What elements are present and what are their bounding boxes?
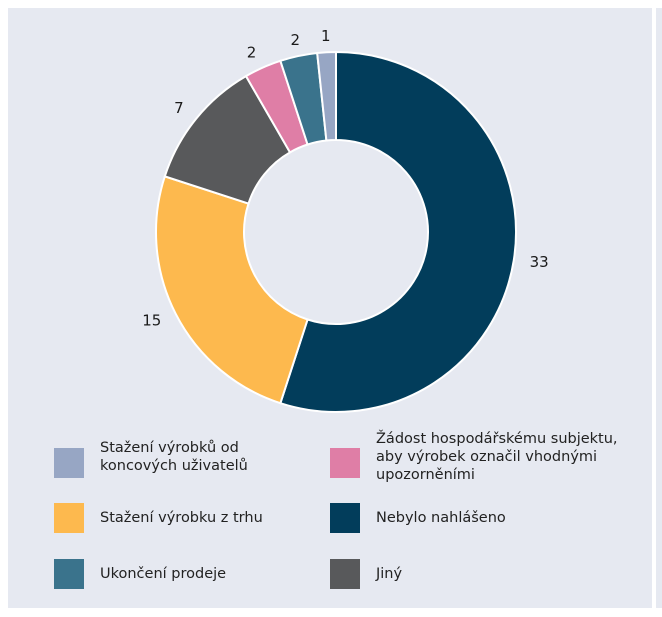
slice-value-label-5: 1 [321,27,331,45]
donut-slices [155,50,517,413]
legend-swatch [54,503,84,533]
legend-swatch [330,559,360,589]
legend-label: Jiný [376,566,403,582]
side-strip [656,8,662,608]
legend-swatch [54,559,84,589]
slice-value-label-0: 33 [530,253,549,271]
legend-label: Stažení výrobků od koncových uživatelů [100,440,248,474]
slice-value-label-1: 15 [142,311,161,329]
legend-item-4: Ukončení prodeje [54,559,310,589]
donut-slice-5 [316,50,337,142]
legend-item-0: Nebylo nahlášeno [330,503,626,533]
slice-value-label-2: 7 [174,99,184,117]
donut-slice-0 [279,50,517,413]
legend-swatch [54,448,84,478]
legend-swatch [330,448,360,478]
legend-item-2: Jiný [330,559,626,589]
slice-value-label-4: 2 [290,31,300,49]
legend-label: Ukončení prodeje [100,566,227,582]
donut-slice-1 [155,175,309,405]
legend-label: Nebylo nahlášeno [376,510,506,526]
legend-swatch [330,503,360,533]
slice-value-label-3: 2 [247,43,257,61]
legend-item-5: Stažení výrobků od koncových uživatelů [54,439,310,478]
value-labels: 33 15 7 2 2 1 [142,27,548,330]
legend-label: Stažení výrobku z trhu [100,510,263,526]
legend-item-1: Stažení výrobku z trhu [54,503,310,533]
legend-item-3: Žádost hospodářskému subjektu, aby výrob… [330,430,626,484]
legend-label: Žádost hospodářskému subjektu, aby výrob… [376,431,618,483]
